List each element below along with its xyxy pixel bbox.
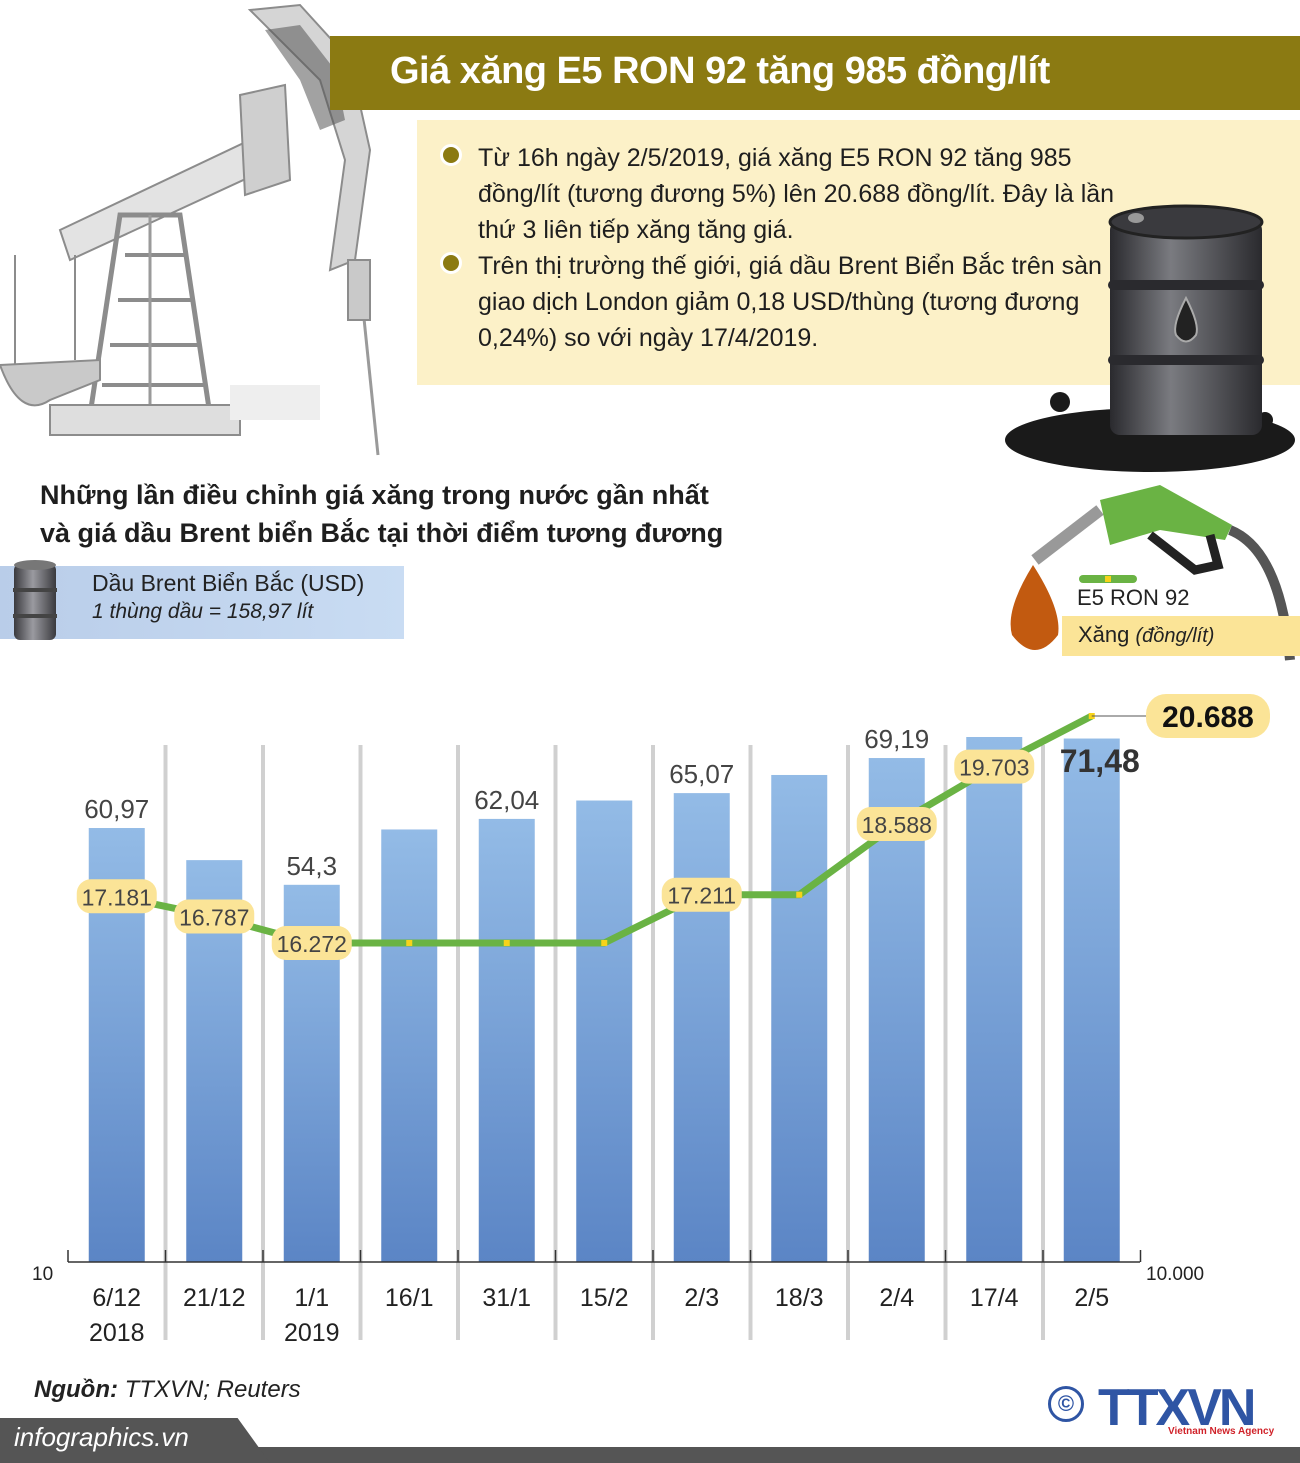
- logo-subtitle: Vietnam News Agency: [1168, 1426, 1275, 1437]
- section-title-line1: Những lần điều chỉnh giá xăng trong nước…: [40, 480, 709, 510]
- line-value-label: 18.588: [862, 812, 932, 838]
- line-label-pill: [174, 899, 255, 934]
- x-category-label: 2/4: [879, 1284, 914, 1312]
- x-category-label: 21/12: [183, 1284, 246, 1312]
- line-label-pill: [271, 926, 352, 960]
- x-category-label: 2/3: [684, 1284, 719, 1312]
- legend-line-swatch: [1079, 575, 1137, 583]
- small-barrel-icon: [13, 560, 57, 640]
- info-bullet-2: Trên thị trường thế giới, giá dầu Brent …: [440, 248, 1118, 356]
- bar-brent: [966, 737, 1023, 1262]
- bar-value-label: 71,48: [1060, 743, 1140, 779]
- copyright-icon: ©: [1048, 1386, 1084, 1422]
- bar-brent: [1063, 738, 1120, 1262]
- line-marker: [796, 891, 803, 898]
- legend-brent-note: 1 thùng dầu = 158,97 lít: [92, 600, 314, 623]
- combo-chart: 60,97 54,3 62,04 65,07 69,19 71,48 17.181 16.78…: [32, 694, 1270, 1347]
- x-category-label: 31/1: [482, 1284, 531, 1312]
- info-bullet-text: Từ 16h ngày 2/5/2019, giá xăng E5 RON 92…: [478, 144, 1115, 244]
- footer-tab: [0, 1418, 270, 1463]
- bar-value-label: 60,97: [84, 794, 149, 824]
- bar-brent: [478, 818, 535, 1262]
- line-value-label: 16.272: [277, 931, 347, 957]
- legend-xang-label: Xăng (đồng/lít): [1078, 622, 1214, 648]
- section-title: Những lần điều chỉnh giá xăng trong nước…: [40, 476, 723, 552]
- bar-brent: [868, 758, 925, 1262]
- line-marker: [406, 940, 413, 946]
- bar-brent: [381, 829, 438, 1262]
- oil-barrel-icon: [1005, 204, 1295, 472]
- source-label: Nguồn:: [34, 1376, 118, 1403]
- info-bullet-1: Từ 16h ngày 2/5/2019, giá xăng E5 RON 92…: [440, 140, 1118, 248]
- footer-site-link[interactable]: infographics.vn: [14, 1422, 189, 1452]
- section-title-line2: và giá dầu Brent biển Bắc tại thời điểm …: [40, 518, 724, 548]
- line-label-pill: [856, 806, 937, 841]
- line-value-label: 20.688: [1162, 701, 1254, 734]
- legend-brent: Dầu Brent Biển Bắc (USD) 1 thùng dầu = 1…: [0, 560, 404, 640]
- legend-xang: Xăng (đồng/lít): [1062, 616, 1300, 656]
- source-value: TTXVN; Reuters: [124, 1376, 301, 1403]
- line-marker: [601, 940, 608, 946]
- footer-band: [0, 1447, 1300, 1463]
- x-category-label: 1/1: [294, 1284, 329, 1312]
- bar-value-label: 65,07: [669, 759, 734, 789]
- legend-xang-unit: (đồng/lít): [1135, 625, 1215, 647]
- bar-brent: [771, 774, 828, 1262]
- fuel-nozzle-icon: [1010, 485, 1295, 661]
- ttxvn-logo: © TTXVN Vietnam News Agency: [1048, 1382, 1278, 1442]
- x-year-label: 2019: [284, 1319, 340, 1347]
- bullet-dot-icon: [440, 252, 462, 274]
- bullet-dot-icon: [440, 144, 462, 166]
- bar-value-label: 54,3: [286, 851, 337, 881]
- line-marker: [503, 940, 510, 946]
- x-category-label: 17/4: [970, 1284, 1019, 1312]
- info-bullet-text: Trên thị trường thế giới, giá dầu Brent …: [478, 252, 1102, 352]
- legend-ron-label: E5 RON 92: [1077, 585, 1190, 610]
- bar-value-label: 62,04: [474, 785, 539, 815]
- bar-value-label: 69,19: [864, 724, 929, 754]
- legend-brent-label: Dầu Brent Biển Bắc (USD): [92, 570, 365, 596]
- line-value-label: 19.703: [959, 755, 1029, 781]
- x-category-label: 2/5: [1074, 1284, 1109, 1312]
- x-category-label: 15/2: [580, 1284, 629, 1312]
- legend-xang-text: Xăng: [1078, 622, 1130, 647]
- line-value-label: 17.181: [82, 884, 152, 910]
- line-label-pill: [954, 749, 1035, 784]
- logo-wordmark: TTXVN: [1098, 1379, 1256, 1437]
- line-label-pill: [76, 879, 157, 914]
- bar-brent: [673, 793, 730, 1262]
- line-label-pill: [1146, 694, 1270, 738]
- line-value-label: 16.787: [179, 905, 249, 931]
- x-category-label: 6/12: [92, 1284, 141, 1312]
- left-axis-min: 10: [32, 1264, 53, 1285]
- bar-brent: [576, 800, 633, 1262]
- title-bar: [330, 36, 1300, 110]
- oil-pumpjack-illustration: [0, 3, 380, 456]
- x-category-label: 18/3: [775, 1284, 824, 1312]
- right-axis-min: 10.000: [1146, 1264, 1204, 1285]
- page-title: Giá xăng E5 RON 92 tăng 985 đồng/lít: [390, 50, 1050, 92]
- x-category-label: 16/1: [385, 1284, 434, 1312]
- x-year-label: 2018: [89, 1319, 145, 1347]
- source-credit: Nguồn: TTXVN; Reuters: [34, 1376, 301, 1404]
- line-value-label: 17.211: [667, 883, 736, 909]
- line-label-pill: [661, 877, 742, 912]
